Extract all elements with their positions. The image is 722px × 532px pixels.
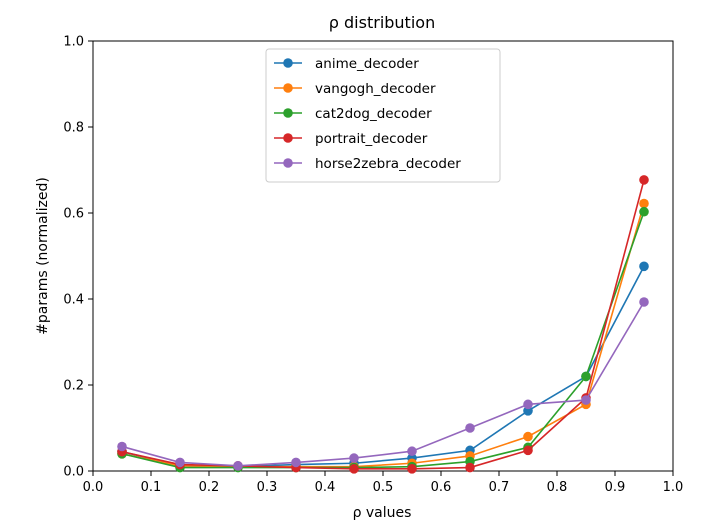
legend-label: vangogh_decoder [315, 81, 436, 97]
x-tick-label: 0.5 [373, 480, 394, 495]
legend-swatch-marker [283, 158, 293, 168]
legend-item-horse2zebra_decoder: horse2zebra_decoder [274, 156, 461, 172]
x-tick-label: 0.2 [199, 480, 220, 495]
series-cat2dog_decoder [117, 206, 649, 473]
series-line [121, 265, 645, 468]
data-point [639, 198, 649, 209]
series-line [121, 203, 645, 468]
legend-swatch-marker [283, 83, 293, 93]
series-vangogh_decoder [117, 198, 649, 472]
data-point [523, 399, 533, 410]
data-point [349, 464, 359, 474]
data-point [581, 395, 591, 405]
data-point [639, 261, 649, 272]
data-point [581, 371, 591, 382]
data-point [465, 423, 475, 433]
legend-label: cat2dog_decoder [315, 106, 432, 122]
x-tick-label: 1.0 [663, 480, 684, 495]
y-tick-label: 1.0 [63, 35, 84, 50]
y-tick-label: 0.8 [63, 121, 84, 136]
x-tick-label: 0.1 [141, 480, 162, 495]
legend-swatch-marker [283, 58, 293, 68]
x-tick-label: 0.3 [257, 480, 278, 495]
data-point [407, 464, 417, 474]
x-tick-label: 0.6 [431, 480, 452, 495]
data-point [523, 431, 533, 442]
legend-item-portrait_decoder: portrait_decoder [274, 131, 428, 147]
data-point [117, 441, 127, 452]
data-point [639, 175, 649, 185]
series-group [117, 175, 649, 474]
legend-swatch-marker [283, 108, 293, 118]
y-tick-label: 0.2 [63, 379, 84, 394]
legend-label: anime_decoder [315, 56, 419, 72]
x-tick-label: 0.0 [83, 480, 104, 495]
data-point [233, 461, 243, 471]
series-line [121, 211, 645, 469]
data-point [291, 457, 301, 468]
x-tick-label: 0.4 [315, 480, 336, 495]
series-portrait_decoder [117, 175, 649, 474]
chart-title: ρ distribution [329, 13, 435, 32]
x-axis-label: ρ values [353, 505, 412, 521]
y-axis-label: #params (normalized) [35, 177, 51, 335]
legend-label: portrait_decoder [315, 131, 428, 147]
x-tick-label: 0.7 [489, 480, 510, 495]
series-horse2zebra_decoder [117, 297, 649, 471]
legend-swatch-marker [283, 133, 293, 143]
series-anime_decoder [117, 261, 649, 472]
data-point [523, 445, 533, 456]
x-tick-label: 0.8 [547, 480, 568, 495]
y-tick-label: 0.4 [63, 293, 84, 308]
y-tick-label: 0.6 [63, 207, 84, 222]
x-tick-label: 0.9 [605, 480, 626, 495]
data-point [349, 453, 359, 463]
legend-item-anime_decoder: anime_decoder [274, 56, 419, 72]
series-line [121, 301, 645, 467]
data-point [639, 206, 649, 217]
data-point [175, 457, 185, 468]
legend-box [265, 48, 501, 183]
legend-label: horse2zebra_decoder [315, 156, 461, 172]
x-axis-ticks: 0.0 0.1 0.2 0.3 0.4 0.5 0.6 0.7 0.8 0.9 1.0 [83, 471, 684, 495]
y-tick-label: 0.0 [63, 465, 84, 480]
data-point [639, 297, 649, 307]
series-line [121, 179, 645, 470]
legend-item-vangogh_decoder: vangogh_decoder [274, 81, 436, 97]
data-point [407, 446, 417, 457]
legend-item-cat2dog_decoder: cat2dog_decoder [274, 106, 432, 122]
y-axis-ticks: 0.0 0.2 0.4 0.6 0.8 1.0 [63, 35, 93, 480]
legend: anime_decoder vangogh_decoder cat2dog_deco… [265, 48, 501, 183]
data-point [465, 462, 475, 473]
